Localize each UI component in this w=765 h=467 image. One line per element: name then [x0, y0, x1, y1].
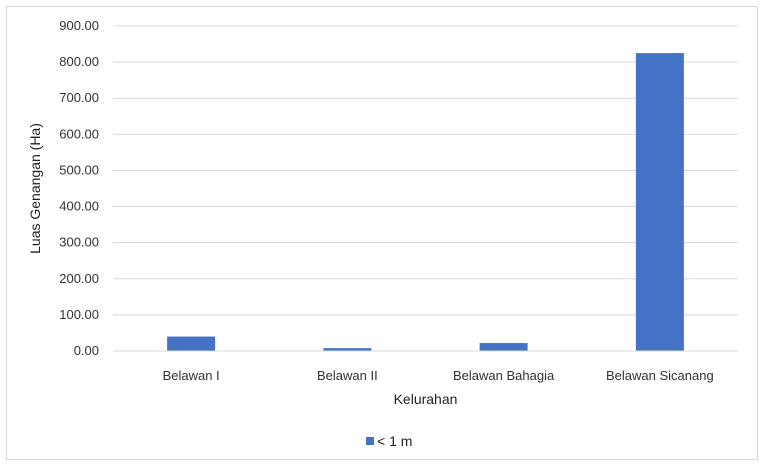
bar-belawan-sicanang [635, 53, 684, 351]
y-tick-label: 100.00 [59, 307, 99, 322]
y-tick-label: 600.00 [59, 126, 99, 141]
gridlines [113, 25, 738, 316]
chart-frame [6, 6, 758, 460]
y-tick-label: 800.00 [59, 54, 99, 69]
bar-belawan-bahagia [479, 343, 528, 351]
y-tick-label: 700.00 [59, 90, 99, 105]
y-tick-label: 400.00 [59, 199, 99, 214]
bar-belawan-ii [323, 348, 372, 351]
x-axis-title: Kelurahan [394, 391, 458, 407]
x-axis-ticks: Belawan I Belawan II Belawan Bahagia Belawa… [163, 368, 714, 383]
x-tick-label: Belawan II [317, 368, 378, 383]
y-tick-label: 900.00 [59, 18, 99, 33]
bars [167, 53, 684, 351]
x-tick-label: Belawan I [163, 368, 220, 383]
legend-swatch-less-than-1m [366, 437, 374, 445]
x-tick-label: Belawan Sicanang [606, 368, 714, 383]
y-tick-label: 200.00 [59, 271, 99, 286]
y-axis-ticks: 0.00 100.00 200.00 300.00 400.00 500.00 600.00… [59, 18, 99, 358]
y-axis-title: Luas Genangan (Ha) [27, 123, 43, 254]
y-tick-label: 500.00 [59, 162, 99, 177]
legend: < 1 m [366, 433, 412, 449]
x-tick-label: Belawan Bahagia [453, 368, 555, 383]
bar-belawan-i [167, 336, 216, 351]
y-tick-label: 0.00 [74, 343, 99, 358]
legend-label-less-than-1m: < 1 m [377, 433, 412, 449]
y-tick-label: 300.00 [59, 235, 99, 250]
